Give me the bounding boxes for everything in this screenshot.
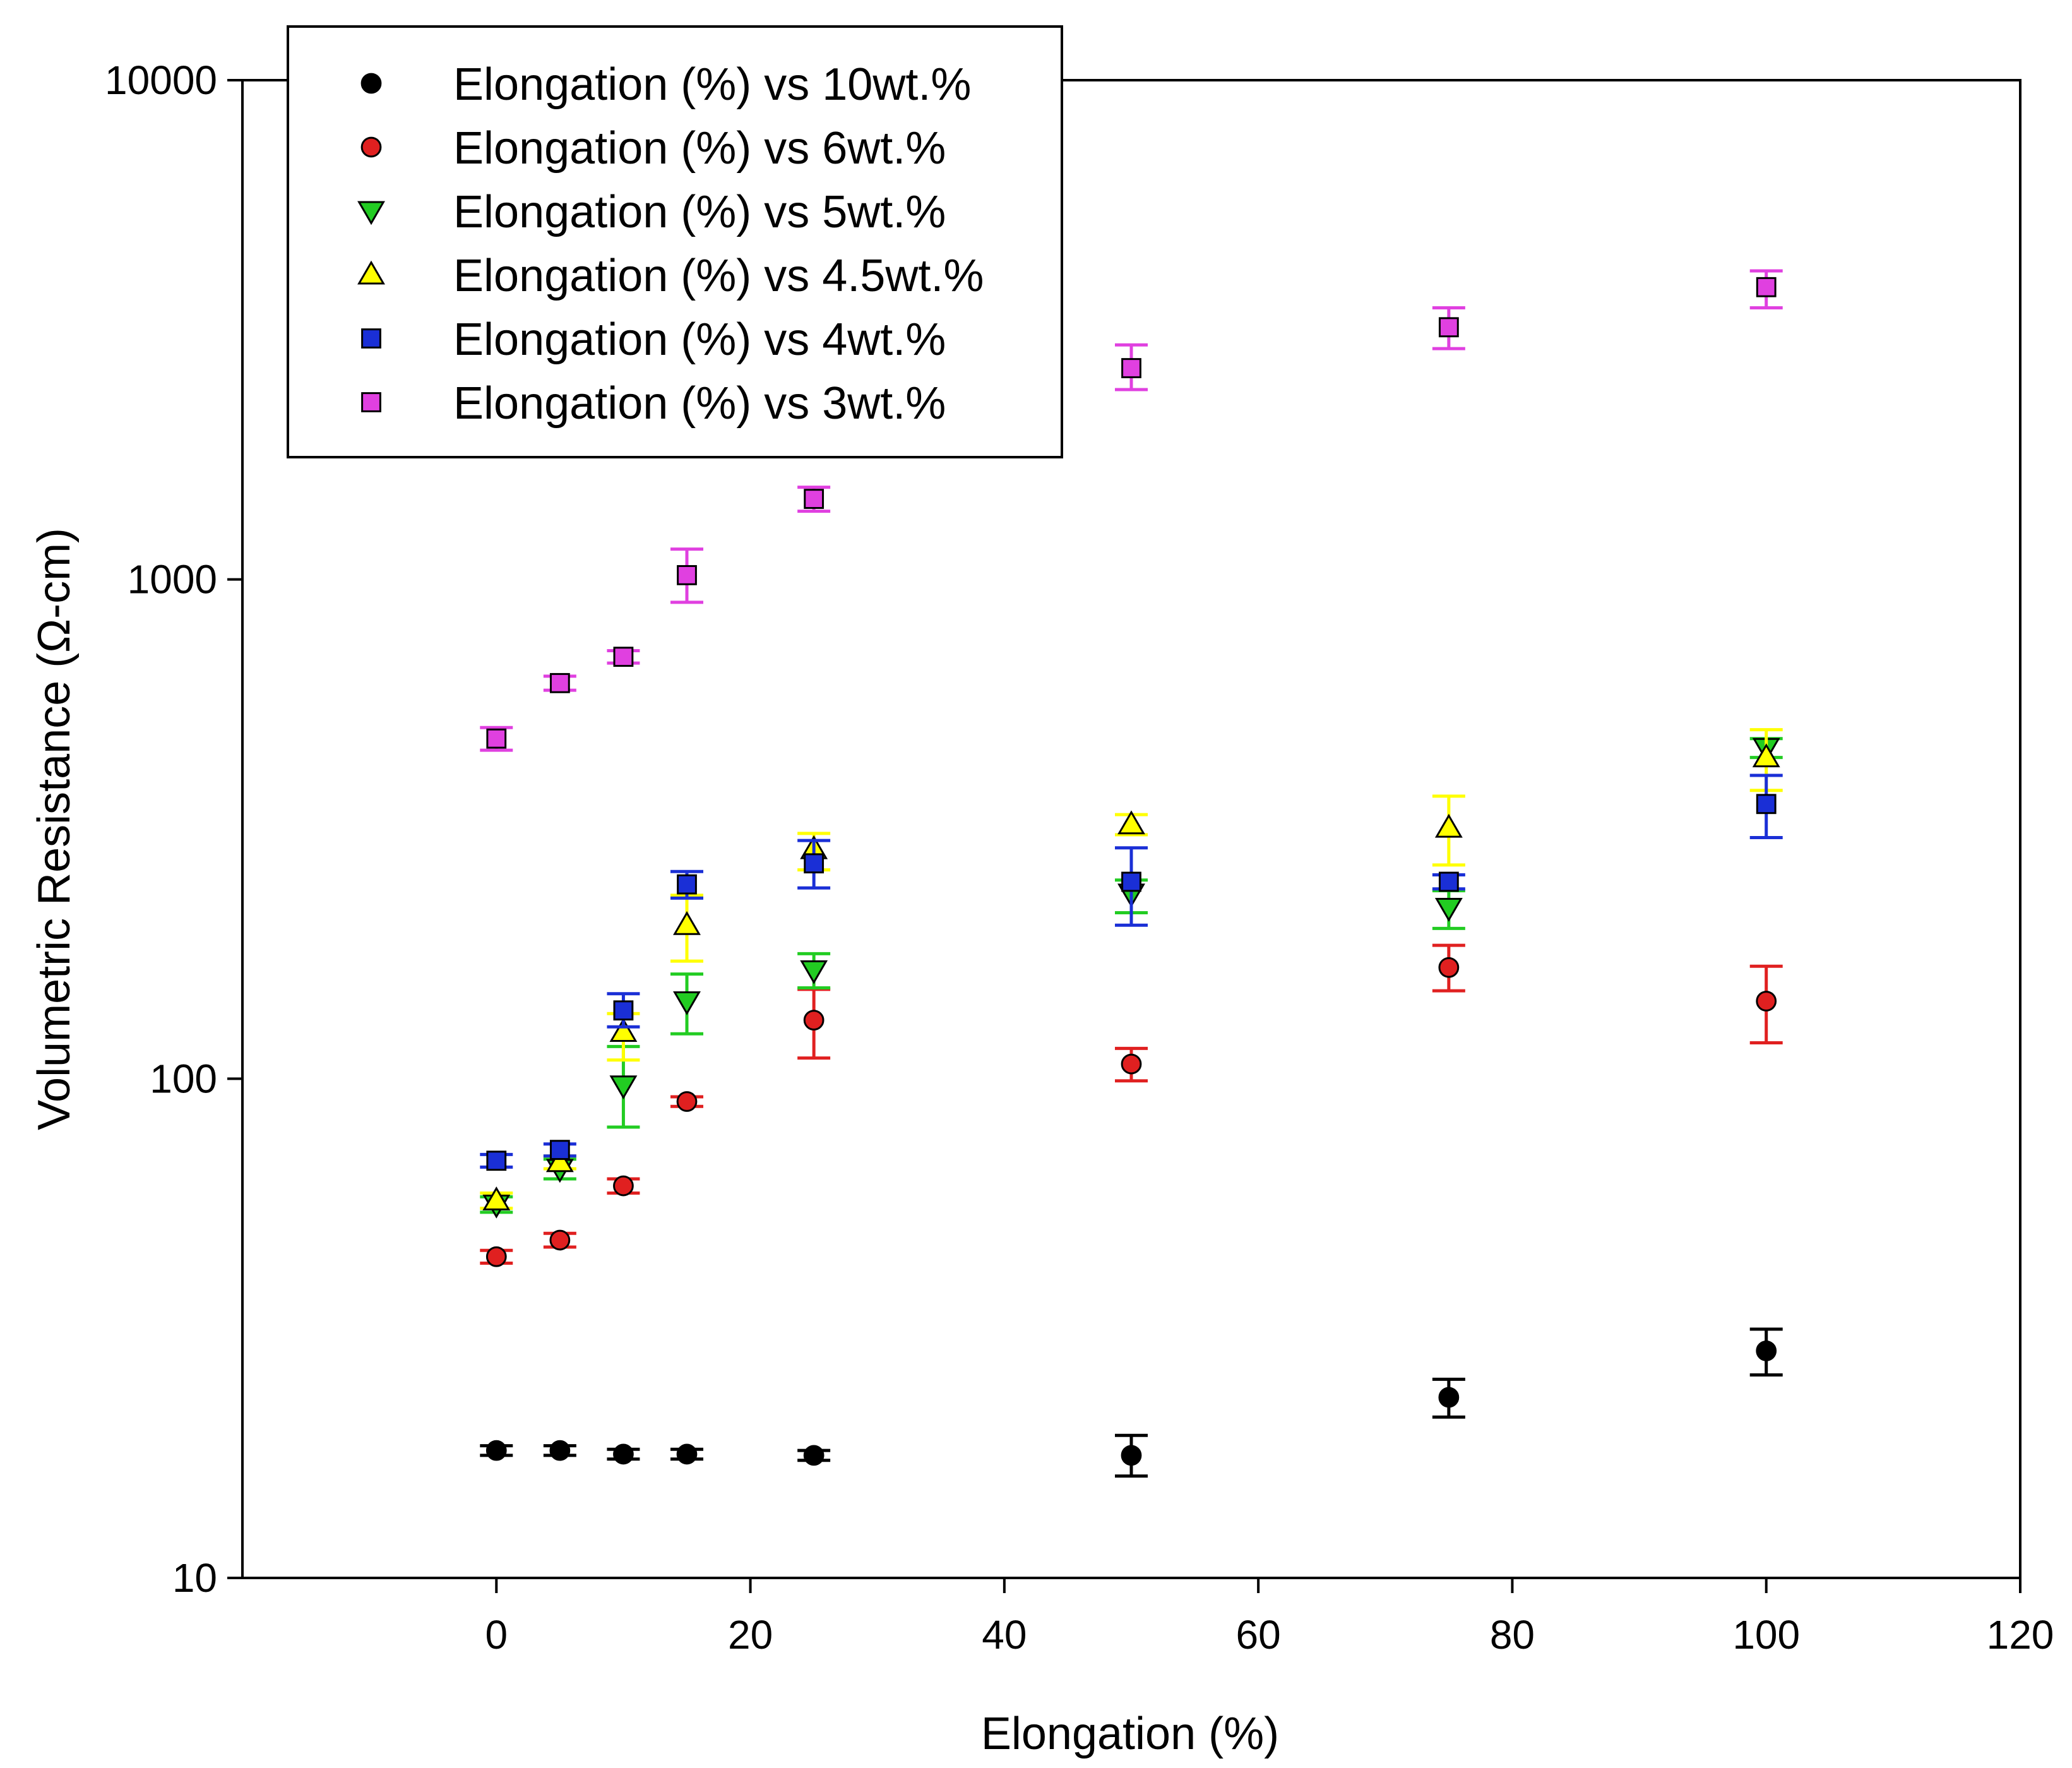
data-point xyxy=(613,1175,634,1197)
data-point xyxy=(549,1440,571,1461)
x-tick-label: 20 xyxy=(728,1612,773,1658)
data-point xyxy=(1756,1340,1777,1361)
y-axis: 10 100 1000 10000 xyxy=(105,57,242,1601)
data-point xyxy=(1438,317,1459,338)
data-point xyxy=(486,1150,507,1171)
y-tick-label: 10000 xyxy=(105,57,217,103)
series-5 xyxy=(480,774,1783,1171)
y-tick-label: 1000 xyxy=(128,557,217,602)
data-point xyxy=(549,1140,570,1161)
data-point xyxy=(549,672,570,693)
data-point xyxy=(1434,898,1463,922)
data-point xyxy=(609,1075,638,1100)
data-point xyxy=(803,1445,825,1466)
legend-marker xyxy=(357,201,385,225)
legend-marker xyxy=(357,260,385,285)
x-axis: 0 20 40 60 80 100 120 xyxy=(485,1578,2054,1658)
data-point xyxy=(676,1443,698,1465)
legend-label: Elongation (%) vs 10wt.% xyxy=(453,59,971,110)
x-tick-label: 40 xyxy=(982,1612,1027,1658)
y-axis-title: Volumetric Resistance (Ω-cm) xyxy=(29,528,80,1130)
data-point xyxy=(1434,813,1463,838)
x-tick-label: 60 xyxy=(1236,1612,1281,1658)
y-tick-label: 10 xyxy=(172,1555,217,1601)
data-point xyxy=(545,1148,574,1173)
data-point xyxy=(1121,871,1141,892)
legend-marker xyxy=(361,392,381,412)
data-point xyxy=(613,1443,634,1465)
data-point xyxy=(1121,358,1141,378)
legend-label: Elongation (%) vs 4wt.% xyxy=(453,314,946,365)
data-point xyxy=(1121,1053,1142,1075)
data-point xyxy=(1438,957,1460,978)
legend-label: Elongation (%) vs 4.5wt.% xyxy=(453,251,984,301)
data-point xyxy=(485,1246,507,1267)
x-tick-label: 100 xyxy=(1732,1612,1800,1658)
legend-marker xyxy=(360,73,382,94)
data-point xyxy=(677,564,697,585)
data-point xyxy=(549,1229,571,1251)
legend-marker xyxy=(360,136,382,158)
data-point xyxy=(1438,1387,1460,1408)
data-point xyxy=(803,1010,825,1030)
data-point xyxy=(613,647,634,667)
legend-marker xyxy=(361,328,381,349)
legend-label: Elongation (%) vs 5wt.% xyxy=(453,187,946,237)
legend-box xyxy=(287,25,1063,458)
data-point xyxy=(1756,794,1777,815)
series-1 xyxy=(480,1327,1783,1478)
legend-label: Elongation (%) vs 3wt.% xyxy=(453,378,946,429)
data-point xyxy=(673,991,701,1015)
series-6 xyxy=(480,269,1783,752)
x-axis-title: Elongation (%) xyxy=(981,1709,1279,1759)
x-tick-label: 120 xyxy=(1987,1612,2054,1658)
plot-frame xyxy=(241,79,2021,1579)
legend: Elongation (%) vs 10wt.% Elongation (%) v… xyxy=(287,25,1063,458)
x-tick-label: 80 xyxy=(1490,1612,1535,1658)
data-point xyxy=(1756,277,1777,297)
data-point xyxy=(1756,991,1777,1012)
data-point xyxy=(676,1091,698,1112)
data-point xyxy=(485,1440,507,1461)
data-point xyxy=(609,1018,638,1042)
data-point xyxy=(482,1186,511,1210)
data-point xyxy=(1117,810,1145,835)
data-point xyxy=(613,1000,634,1021)
data-point xyxy=(677,874,697,895)
data-point xyxy=(486,728,507,749)
data-point xyxy=(1121,1445,1142,1466)
data-point xyxy=(673,911,701,935)
series-layer xyxy=(480,269,1783,1478)
y-tick-label: 100 xyxy=(150,1056,217,1101)
data-point xyxy=(1438,871,1459,892)
x-tick-label: 0 xyxy=(485,1612,508,1658)
data-point xyxy=(800,960,828,984)
data-point xyxy=(804,853,825,874)
data-point xyxy=(1752,743,1780,768)
legend-label: Elongation (%) vs 6wt.% xyxy=(453,123,946,174)
data-point xyxy=(804,489,825,509)
